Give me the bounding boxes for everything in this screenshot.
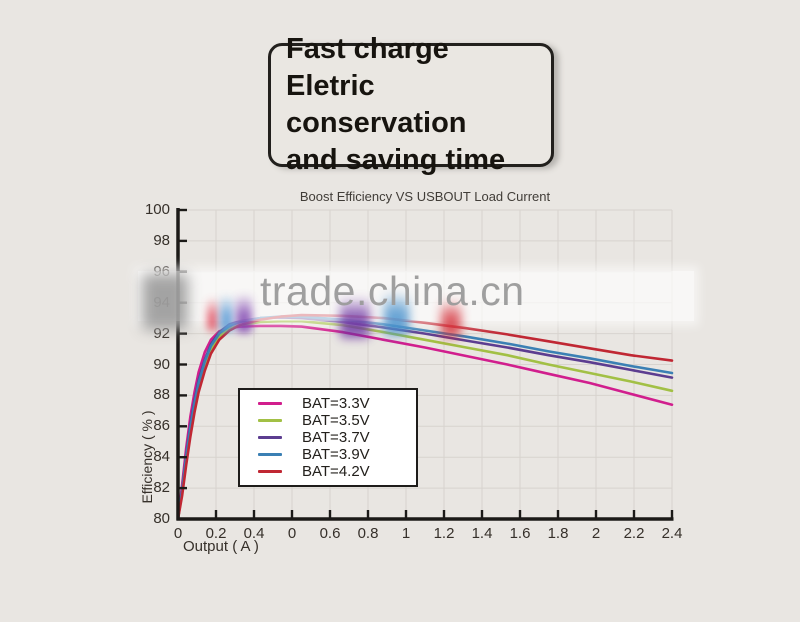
watermark-smudge-purple-small xyxy=(236,293,252,333)
y-tick-82: 82 xyxy=(153,479,170,497)
y-tick-84: 84 xyxy=(153,448,170,466)
promo-box: Fast charge Eletric conservation and sav… xyxy=(268,33,554,176)
legend-label: BAT=3.7V xyxy=(302,429,370,446)
legend-swatch-pink xyxy=(258,402,282,405)
x-axis-label: Output ( A ) xyxy=(183,538,259,555)
legend-swatch-purple xyxy=(258,436,282,439)
chart-legend: BAT=3.3V BAT=3.5V BAT=3.7V BAT=3.9V BAT=… xyxy=(238,388,418,487)
x-tick-2.2-12: 2.2 xyxy=(623,525,645,542)
x-tick-1.6-9: 1.6 xyxy=(509,525,531,542)
y-tick-88: 88 xyxy=(153,386,170,404)
legend-swatch-red xyxy=(258,470,282,473)
x-tick-0.6-4: 0.6 xyxy=(319,525,341,542)
promo-line-3: and saving time xyxy=(286,144,506,176)
watermark-smudge-blue-small xyxy=(220,294,233,332)
x-tick-1.4-8: 1.4 xyxy=(471,525,493,542)
chart-title: Boost Efficiency VS USBOUT Load Current xyxy=(299,189,551,204)
watermark-smudge-gray xyxy=(142,274,188,330)
legend-swatch-blue xyxy=(258,453,282,456)
legend-label: BAT=3.3V xyxy=(302,395,370,412)
x-tick-2.4-13: 2.4 xyxy=(661,525,683,542)
legend-item-bat-3-9v: BAT=3.9V xyxy=(258,446,416,463)
y-axis-label: Efficiency ( % ) xyxy=(139,410,155,504)
x-tick-1.2-7: 1.2 xyxy=(433,525,455,542)
y-tick-98: 98 xyxy=(153,231,170,249)
x-tick-0.8-5: 0.8 xyxy=(357,525,379,542)
watermark-smudge-red-small xyxy=(207,297,218,331)
legend-label: BAT=3.9V xyxy=(302,446,370,463)
watermark-smudge-blue-large xyxy=(384,291,409,335)
legend-item-bat-3-5v: BAT=3.5V xyxy=(258,412,416,429)
watermark-smudge-red-large xyxy=(441,299,461,337)
legend-item-bat-3-3v: BAT=3.3V xyxy=(258,395,416,412)
x-tick-2-11: 2 xyxy=(591,525,601,542)
promo-line-1: Fast charge xyxy=(286,33,449,65)
legend-label: BAT=3.5V xyxy=(302,412,370,429)
x-tick-0.2-1: 0.2 xyxy=(205,525,227,542)
y-tick-80: 80 xyxy=(153,510,170,527)
y-tick-100: 100 xyxy=(144,201,170,218)
x-tick-1-6: 1 xyxy=(401,525,411,542)
legend-item-bat-3-7v: BAT=3.7V xyxy=(258,429,416,446)
x-tick-1.8-10: 1.8 xyxy=(547,525,569,542)
x-tick-0.4-2: 0.4 xyxy=(243,525,265,542)
y-tick-90: 90 xyxy=(153,355,170,373)
x-tick-0-3: 0 xyxy=(287,525,297,542)
promo-line-2: Eletric conservation xyxy=(286,70,467,139)
x-tick-0-0: 0 xyxy=(173,525,183,542)
legend-swatch-green xyxy=(258,419,282,422)
watermark-smudge-purple-large xyxy=(340,296,370,338)
watermark-text: trade.china.cn xyxy=(260,268,525,314)
legend-item-bat-4-2v: BAT=4.2V xyxy=(258,463,416,480)
y-tick-86: 86 xyxy=(153,417,170,435)
legend-label: BAT=4.2V xyxy=(302,463,370,480)
